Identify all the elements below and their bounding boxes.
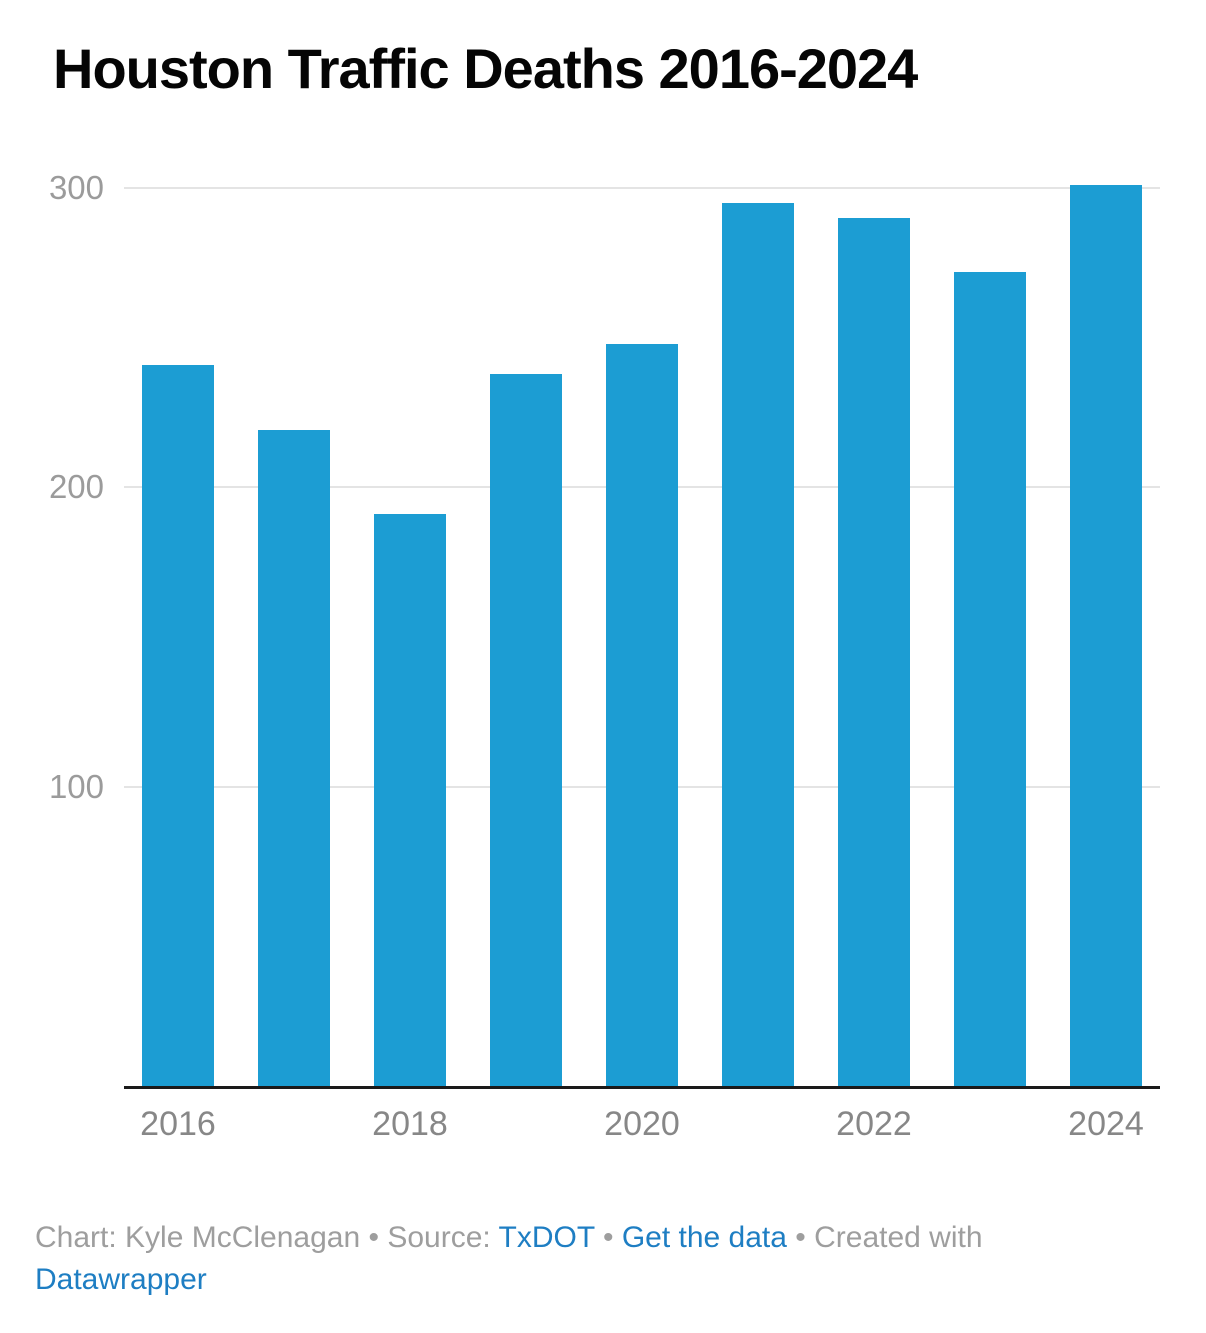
- x-axis-tick-label: 2016: [140, 1104, 216, 1143]
- bar-2016[interactable]: [142, 364, 214, 1086]
- bar-2022[interactable]: [838, 217, 910, 1086]
- footer-separator: •: [594, 1220, 622, 1254]
- bar-2019[interactable]: [490, 373, 562, 1086]
- bar-2023[interactable]: [954, 271, 1026, 1086]
- gridline-y-300: [124, 186, 1160, 189]
- footer-credit-text: Chart: Kyle McClenagan • Source:: [35, 1220, 499, 1254]
- y-axis-tick-label: 200: [48, 467, 104, 505]
- y-axis-tick-label: 300: [48, 168, 104, 206]
- footer: Chart: Kyle McClenagan • Source: TxDOT •…: [35, 1217, 1160, 1301]
- footer-created-with-text: • Created with: [786, 1220, 983, 1254]
- bar-chart: 100 200 300 2016 2018 2020 2022 2024: [49, 146, 1160, 1143]
- bar-2024[interactable]: [1070, 184, 1142, 1086]
- y-axis-tick-label: 100: [48, 767, 104, 805]
- plot-area: 100 200 300 2016 2018 2020 2022 2024: [49, 146, 1160, 1143]
- x-axis-tick-label: 2020: [604, 1104, 680, 1143]
- x-axis-tick-label: 2022: [836, 1104, 912, 1143]
- x-axis-tick-label: 2024: [1068, 1104, 1144, 1143]
- datawrapper-link[interactable]: Datawrapper: [35, 1262, 207, 1296]
- bar-2017[interactable]: [258, 429, 330, 1086]
- bar-2021[interactable]: [722, 202, 794, 1086]
- source-link[interactable]: TxDOT: [498, 1220, 595, 1254]
- get-the-data-link[interactable]: Get the data: [621, 1220, 787, 1254]
- x-axis-tick-label: 2018: [372, 1104, 448, 1143]
- bar-2018[interactable]: [374, 513, 446, 1086]
- chart-title: Houston Traffic Deaths 2016-2024: [53, 37, 918, 100]
- bar-2020[interactable]: [606, 343, 678, 1086]
